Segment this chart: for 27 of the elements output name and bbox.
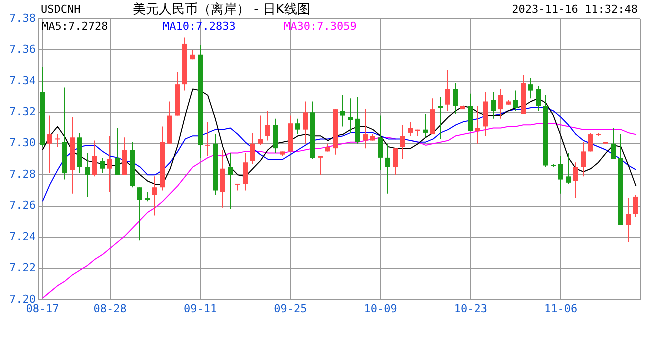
x-tick-label: 10-23 xyxy=(454,302,488,316)
candlestick xyxy=(318,156,324,176)
candlestick xyxy=(56,134,60,148)
candlestick xyxy=(438,97,444,140)
chart-subtitle: USDCNH xyxy=(41,2,81,16)
x-tick-label: 09-25 xyxy=(274,302,308,316)
y-tick-label: 7.26 xyxy=(10,199,36,212)
text: MA30:7.3059 xyxy=(284,20,357,33)
chart-title: 美元人民币（离岸） - 日K线图 xyxy=(133,1,310,18)
y-tick-label: 7.34 xyxy=(10,74,36,88)
candlestick xyxy=(206,122,210,156)
y-tick-label: 7.24 xyxy=(10,230,36,244)
candlestick xyxy=(476,106,480,144)
text: MA10:7.2833 xyxy=(163,20,236,33)
x-tick-label: 11-06 xyxy=(544,302,578,316)
x-tick-label: 10-09 xyxy=(364,302,398,316)
x-tick-label: 08-28 xyxy=(94,302,127,316)
y-tick-label: 7.30 xyxy=(10,136,36,150)
x-tick-label: 09-11 xyxy=(184,302,218,316)
y-tick-label: 7.32 xyxy=(10,106,36,119)
y-tick-label: 7.36 xyxy=(10,43,36,56)
y-tick-label: 7.28 xyxy=(10,168,36,181)
y-tick-label: 7.22 xyxy=(10,262,36,275)
candlestick xyxy=(348,98,354,133)
text: 2023-11-16 11:32:48 xyxy=(512,2,638,16)
text: MA5:7.2728 xyxy=(42,20,108,33)
y-tick-label: 7.38 xyxy=(10,12,36,25)
